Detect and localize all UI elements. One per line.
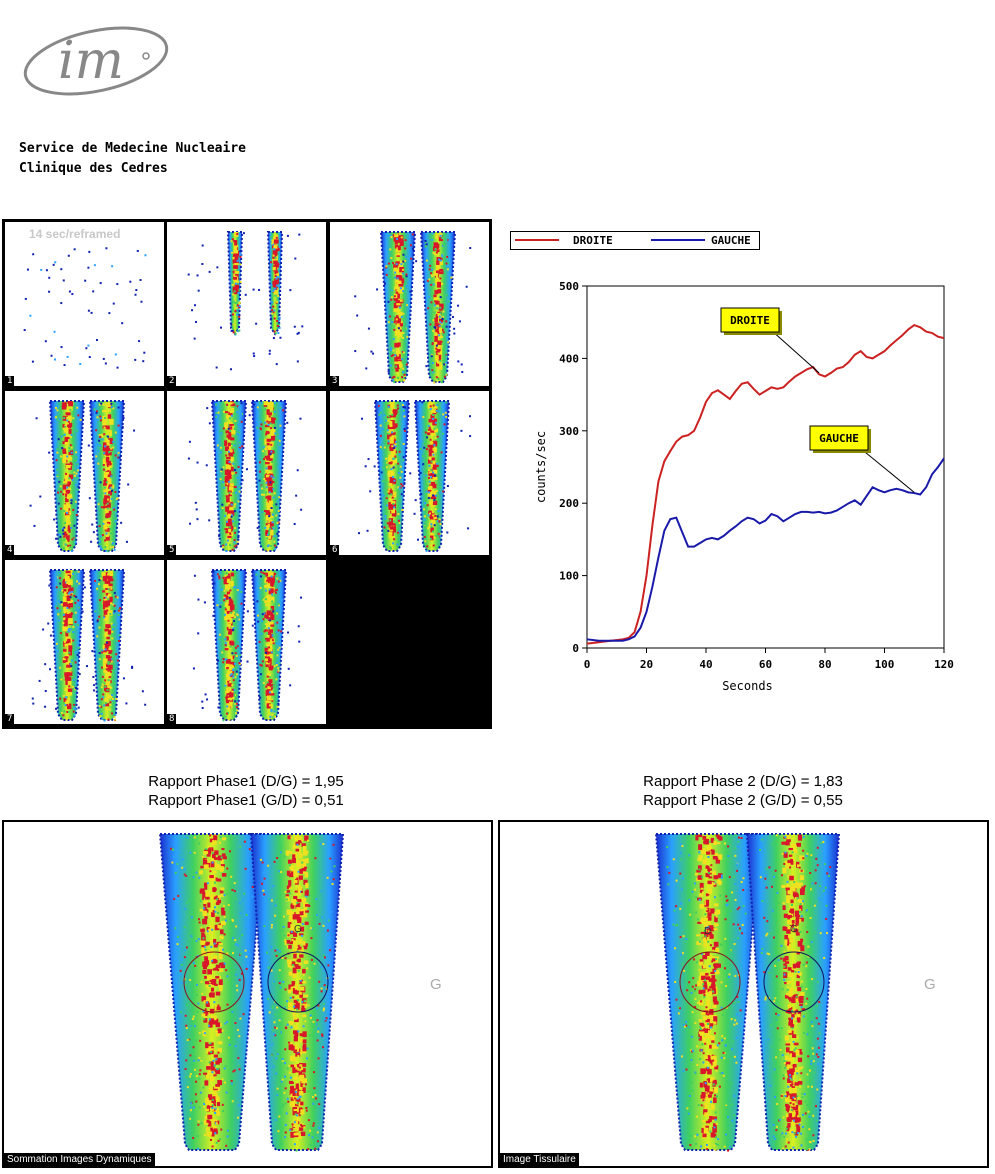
roi-label-d: D	[704, 926, 711, 937]
phase2-ratios: Rapport Phase 2 (D/G) = 1,83 Rapport Pha…	[593, 772, 893, 810]
leg-uptake	[226, 231, 244, 336]
summation-caption: Sommation Images Dynamiques	[4, 1153, 155, 1166]
plot-frame	[586, 285, 945, 649]
frame-image	[187, 231, 304, 371]
roi-circle-gauche	[267, 951, 329, 1013]
leg-uptake	[745, 833, 841, 1152]
annotation-leader	[770, 329, 820, 374]
side-label: G	[430, 976, 442, 993]
frame-2: 2	[167, 222, 326, 386]
annotation-label-gauche: GAUCHE	[819, 432, 859, 445]
leg-uptake	[654, 833, 762, 1152]
side-label: G	[924, 976, 936, 993]
x-tick-label: 120	[934, 658, 954, 671]
frame-number: 3	[330, 376, 340, 386]
tissue-caption: Image Tissulaire	[500, 1153, 579, 1166]
frame-number: 7	[5, 714, 15, 724]
x-tick-label: 40	[699, 658, 712, 671]
frame-number: 2	[167, 376, 177, 386]
reframed-label: 14 sec/reframed	[29, 227, 121, 241]
leg-uptake	[158, 833, 266, 1151]
frame-4: 4	[5, 391, 164, 555]
frame-5: 5	[167, 391, 326, 555]
frame-image	[354, 231, 472, 384]
summation-image: G	[158, 833, 345, 1152]
frame-image	[357, 400, 472, 552]
annotation-leader	[859, 447, 915, 493]
phase1-dg-ratio: Rapport Phase1 (D/G) = 1,95	[148, 773, 344, 790]
x-axis-label: Seconds	[722, 679, 773, 693]
frame-1: 14 sec/reframed 1	[5, 222, 164, 386]
clinic-logo: im	[23, 26, 169, 96]
clinic-line: Clinique des Cedres	[19, 161, 168, 176]
y-tick-label: 500	[559, 280, 579, 293]
leg-uptake	[373, 400, 411, 552]
leg-uptake	[266, 231, 284, 336]
summation-panel: G G Sommation Images Dynamiques	[2, 820, 493, 1168]
y-tick-label: 100	[559, 570, 579, 583]
leg-uptake	[48, 400, 86, 552]
roi-label-g: G	[294, 924, 302, 935]
chart-legend: DROITE GAUCHE	[510, 231, 760, 250]
frame-image	[23, 247, 147, 369]
frame-image	[192, 569, 303, 722]
leg-uptake	[379, 231, 417, 384]
phase2-dg-ratio: Rapport Phase 2 (D/G) = 1,83	[643, 773, 843, 790]
phase2-gd-ratio: Rapport Phase 2 (G/D) = 0,55	[643, 792, 843, 809]
roi-circle-gauche	[763, 951, 825, 1013]
leg-uptake	[249, 833, 345, 1152]
leg-uptake	[88, 569, 126, 722]
frame-number: 6	[330, 545, 340, 555]
leg-uptake	[210, 569, 248, 722]
dynamic-frames-grid: 14 sec/reframed 1 2 3 4 5 6 7 8	[2, 219, 492, 729]
logo-text: im	[58, 31, 124, 91]
x-tick-label: 20	[640, 658, 653, 671]
roi-circle-droite	[183, 951, 245, 1013]
phase1-gd-ratio: Rapport Phase1 (G/D) = 0,51	[148, 792, 344, 809]
x-tick-label: 60	[759, 658, 772, 671]
service-line: Service de Medecine Nucleaire	[19, 141, 246, 156]
activity-curve-chart: 0 100 200 300 400 500 0 20 40 60 80 100 120 Seconds co…	[534, 280, 954, 693]
leg-uptake	[419, 231, 457, 384]
leg-uptake	[210, 400, 248, 553]
leg-uptake	[48, 569, 86, 721]
y-tick-label: 0	[572, 642, 579, 655]
frame-number: 5	[167, 545, 177, 555]
leg-uptake	[88, 400, 126, 553]
frame-8: 8	[167, 560, 326, 724]
frame-image	[187, 400, 303, 553]
x-tick-label: 100	[875, 658, 895, 671]
x-tick-label: 0	[584, 658, 591, 671]
annotation-label-droite: DROITE	[730, 314, 770, 327]
annotation-box-droite	[720, 307, 780, 333]
annotation-box-gauche	[809, 425, 869, 451]
y-tick-label: 300	[559, 425, 579, 438]
frame-number: 1	[5, 376, 15, 386]
legend-label-droite: DROITE	[573, 234, 613, 247]
legend-label-gauche: GAUCHE	[711, 234, 751, 247]
series-line-gauche	[586, 457, 945, 642]
leg-uptake	[250, 400, 288, 552]
y-tick-label: 200	[559, 497, 579, 510]
roi-label-g: G	[790, 924, 798, 935]
frame-number: 4	[5, 545, 15, 555]
frame-6: 6	[330, 391, 489, 555]
y-axis-label: counts/sec	[534, 431, 548, 503]
leg-uptake	[250, 569, 288, 721]
frame-number: 8	[167, 714, 177, 724]
series-line-droite	[586, 323, 945, 645]
frame-7: 7	[5, 560, 164, 724]
y-tick-label: 400	[559, 352, 579, 365]
frame-3: 3	[330, 222, 489, 386]
frame-image	[29, 400, 136, 553]
phase1-ratios: Rapport Phase1 (D/G) = 1,95 Rapport Phas…	[96, 772, 396, 810]
x-tick-label: 80	[818, 658, 831, 671]
leg-uptake	[413, 400, 451, 552]
frame-image	[31, 569, 147, 722]
roi-circle-droite	[679, 951, 741, 1013]
